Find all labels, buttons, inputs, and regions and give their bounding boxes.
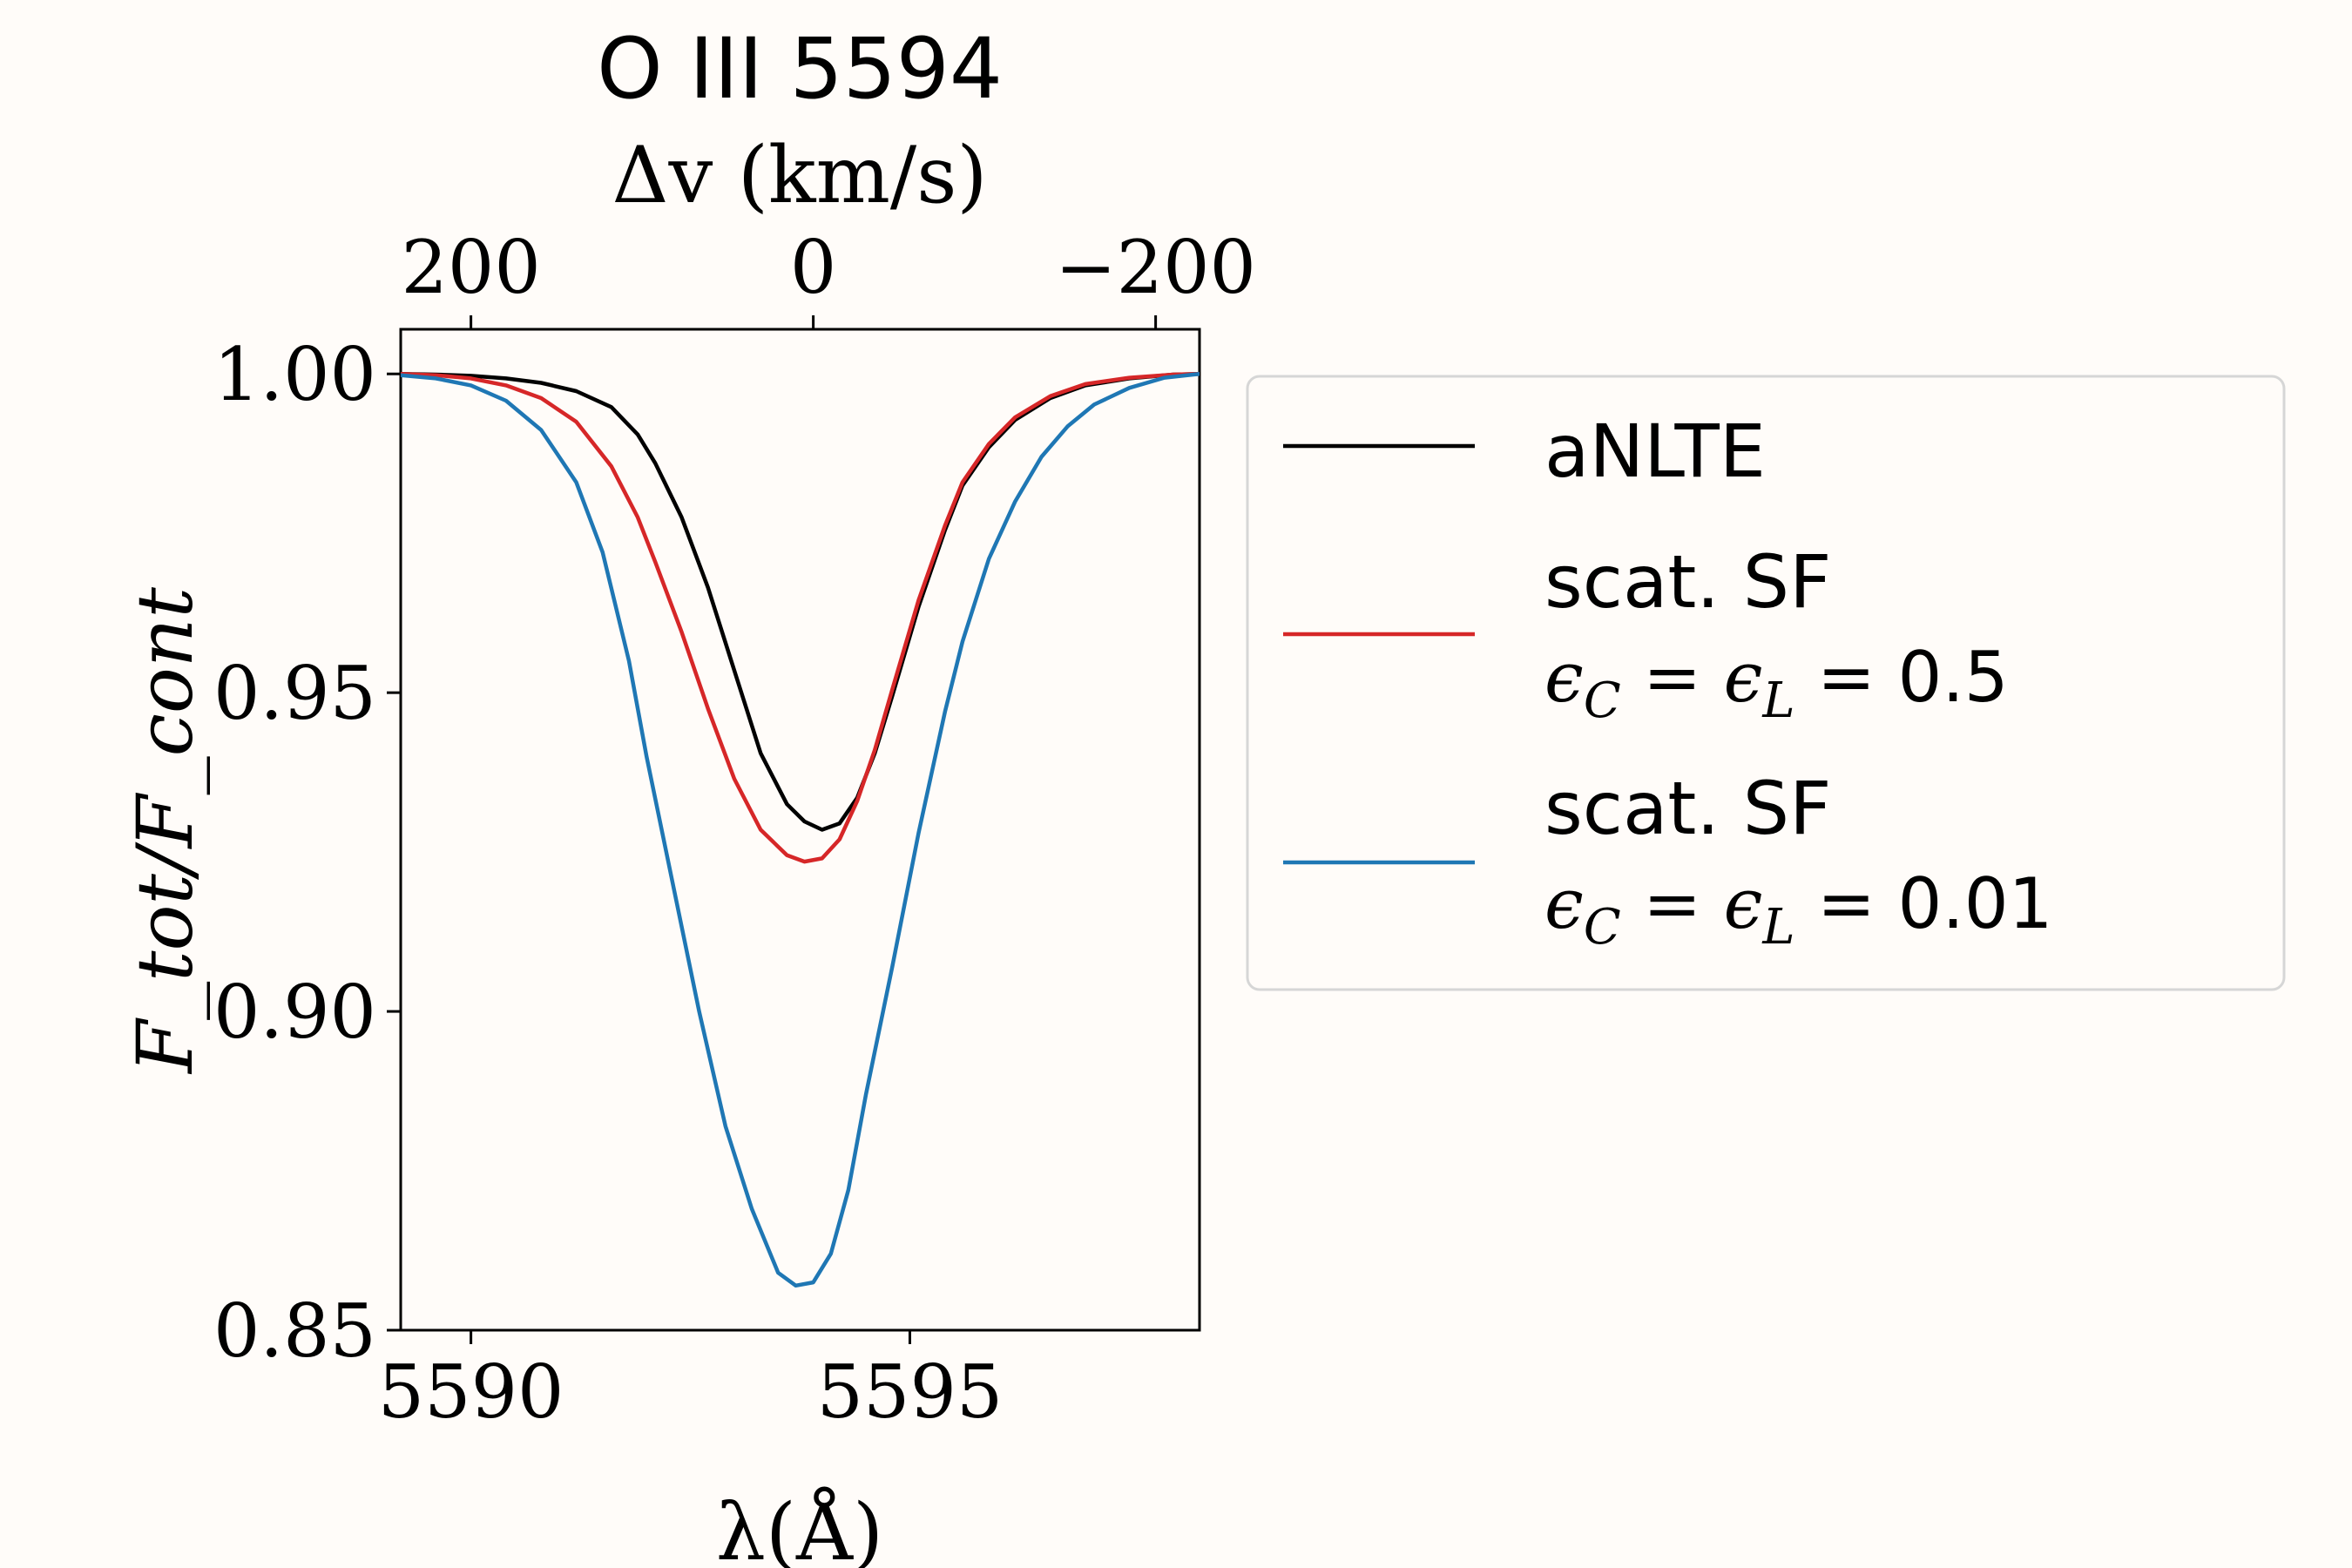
- series-line-scat-001: [401, 371, 1200, 1288]
- legend-box: [1246, 375, 2286, 991]
- legend-label-scat-001-line1: scat. SF: [1544, 766, 1831, 851]
- legend-label-anlte: aNLTE: [1544, 409, 1766, 494]
- y-axis-label: F_tot/F_cont: [120, 586, 210, 1074]
- top-x-axis-ticks: 200 0 −200: [401, 225, 1256, 329]
- top-x-tick-label: 200: [401, 225, 540, 310]
- legend-label-scat-05-line1: scat. SF: [1544, 539, 1831, 625]
- series-line-anlte: [401, 371, 1200, 832]
- legend-label-scat-05-line2: ϵC = ϵL = 0.5: [1544, 637, 2009, 729]
- top-x-tick-label: 0: [790, 225, 836, 310]
- series-lines: [401, 371, 1200, 1288]
- legend-label-scat-001-line2: ϵC = ϵL = 0.01: [1544, 863, 2053, 956]
- x-tick-label: 5595: [817, 1349, 1004, 1435]
- x-axis-label: λ(Å): [716, 1486, 883, 1568]
- y-tick-label: 1.00: [213, 332, 376, 417]
- x-tick-label: 5590: [378, 1349, 564, 1435]
- chart-title: O III 5594: [597, 20, 1003, 118]
- series-line-scat-05: [401, 371, 1200, 864]
- top-x-tick-label: −200: [1055, 225, 1256, 310]
- top-x-axis-label: Δv (km/s): [612, 130, 987, 221]
- legend: aNLTE scat. SF ϵC = ϵL = 0.5 scat. SF ϵC…: [1246, 375, 2286, 991]
- y-tick-label: 0.90: [213, 970, 376, 1055]
- plot-frame: [399, 328, 1201, 1332]
- y-tick-label: 0.95: [213, 651, 376, 736]
- y-axis-ticks: 0.85 0.90 0.95 1.00: [213, 332, 401, 1374]
- x-axis-ticks: 5590 5595: [378, 1330, 1004, 1435]
- y-tick-label: 0.85: [213, 1288, 376, 1374]
